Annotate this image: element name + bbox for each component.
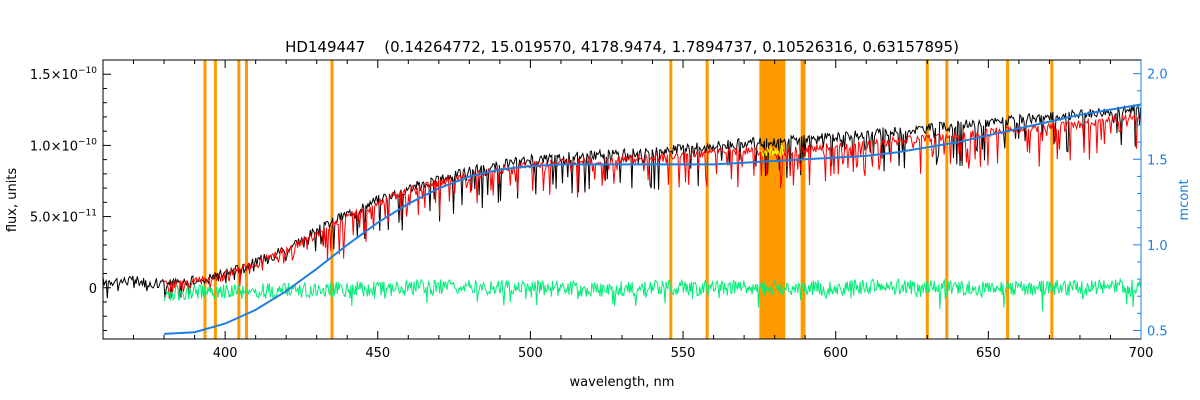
series-layer [102, 103, 1142, 335]
y2-tick-label: 1.0 [1147, 239, 1168, 254]
x-tick-label: 400 [213, 346, 238, 361]
x-tick-label: 650 [976, 346, 1001, 361]
masked-line [330, 60, 334, 339]
x-tick-label: 600 [823, 346, 848, 361]
y-tick-label: 1.0×10−10 [30, 137, 97, 154]
y2-tick-label: 1.5 [1147, 153, 1168, 168]
chart-title: HD149447 (0.14264772, 15.019570, 4178.94… [285, 38, 959, 56]
x-tick-label: 700 [1129, 346, 1154, 361]
y2-tick-label: 0.5 [1147, 324, 1168, 339]
model-flux-series [163, 111, 1141, 300]
masked-line [800, 60, 804, 339]
mask-layer [203, 60, 1054, 339]
masked-band-flux [760, 144, 785, 158]
y2-axis-label: mcont [1177, 179, 1192, 220]
masked-line [244, 60, 248, 339]
x-tick-label: 500 [518, 346, 543, 361]
masked-band [759, 60, 786, 339]
masked-line [213, 60, 217, 339]
y-axis-label: flux, units [5, 168, 20, 233]
masked-line [802, 60, 806, 339]
x-axis-label: wavelength, nm [570, 375, 675, 390]
masked-line [945, 60, 949, 339]
y-tick-label: 1.5×10−10 [30, 66, 97, 83]
masked-line [925, 60, 929, 339]
masked-line [1006, 60, 1010, 339]
masked-line [1050, 60, 1054, 339]
masked-line [203, 60, 207, 339]
x-tick-label: 550 [671, 346, 696, 361]
x-tick-label: 450 [365, 346, 390, 361]
masked-line [705, 60, 709, 339]
y2-tick-label: 2.0 [1147, 68, 1168, 83]
x-axis: 400 450 500 550 600 650 700 [102, 60, 1154, 361]
observed-flux-series [102, 104, 1141, 299]
y-axis: 0 5.0×10−11 1.0×10−10 1.5×10−10 [30, 59, 111, 331]
continuum-series [164, 103, 1142, 335]
masked-line [669, 60, 673, 339]
y-tick-label: 5.0×10−11 [30, 209, 97, 226]
masked-line [237, 60, 241, 339]
y2-axis: 0.5 1.0 1.5 2.0 [1133, 60, 1168, 339]
y-tick-label: 0 [89, 282, 97, 297]
residual-series [163, 277, 1141, 312]
